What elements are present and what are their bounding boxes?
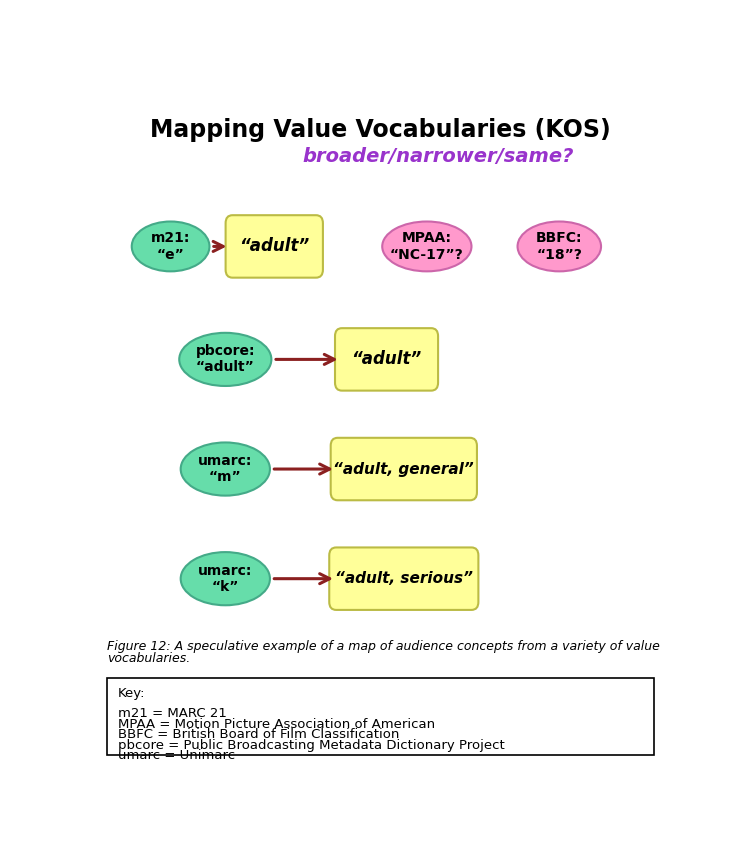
Text: umarc = Unimarc: umarc = Unimarc [117,749,235,763]
Text: “adult, serious”: “adult, serious” [335,571,473,586]
Text: m21:
“e”: m21: “e” [151,231,190,261]
Text: MPAA:
“NC-17”?: MPAA: “NC-17”? [390,231,464,261]
Ellipse shape [518,222,601,271]
Text: Key:: Key: [117,687,145,700]
FancyBboxPatch shape [335,328,438,391]
Text: “adult”: “adult” [351,350,422,369]
Text: pbcore = Public Broadcasting Metadata Dictionary Project: pbcore = Public Broadcasting Metadata Di… [117,739,504,752]
Text: Figure 12: A speculative example of a map of audience concepts from a variety of: Figure 12: A speculative example of a ma… [107,640,660,653]
Text: Mapping Value Vocabularies (KOS): Mapping Value Vocabularies (KOS) [150,118,611,142]
Text: vocabularies.: vocabularies. [107,652,190,665]
Text: umarc:
“m”: umarc: “m” [198,454,253,484]
Text: BBFC = British Board of Film Classification: BBFC = British Board of Film Classificat… [117,728,399,741]
Ellipse shape [181,443,270,495]
FancyBboxPatch shape [329,547,478,610]
Ellipse shape [382,222,472,271]
FancyBboxPatch shape [331,438,477,501]
Text: “adult”: “adult” [239,237,309,255]
FancyBboxPatch shape [107,678,655,755]
FancyBboxPatch shape [226,215,323,278]
Ellipse shape [132,222,210,271]
Ellipse shape [181,552,270,605]
Text: pbcore:
“adult”: pbcore: “adult” [195,344,255,375]
Ellipse shape [179,333,271,386]
Text: umarc:
“k”: umarc: “k” [198,564,253,594]
Text: broader/narrower/same?: broader/narrower/same? [302,148,574,167]
Text: “adult, general”: “adult, general” [334,462,474,476]
Text: m21 = MARC 21: m21 = MARC 21 [117,707,227,720]
Text: BBFC:
“18”?: BBFC: “18”? [536,231,583,261]
Text: MPAA = Motion Picture Association of American: MPAA = Motion Picture Association of Ame… [117,717,435,731]
